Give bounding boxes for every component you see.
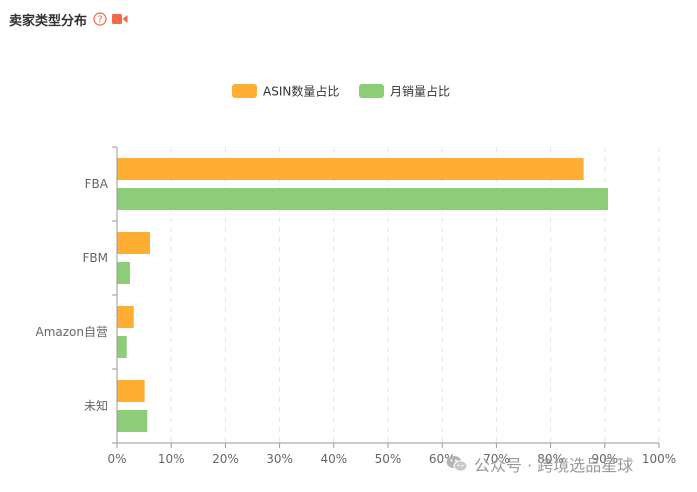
x-tick-label: 40% [320, 452, 347, 466]
help-glyph: ? [97, 15, 102, 26]
legend-item-sales[interactable]: 月销量占比 [359, 84, 450, 99]
bar-asin [117, 158, 584, 180]
bar-sales [117, 336, 127, 358]
chart-title: 卖家类型分布 [9, 13, 88, 29]
legend-label: ASIN数量占比 [263, 84, 339, 99]
bar-asin [117, 306, 134, 328]
category-label: FBA [85, 177, 109, 191]
x-tick-label: 10% [158, 452, 185, 466]
bar-asin [117, 232, 151, 254]
x-tick-label: 50% [375, 452, 402, 466]
legend-item-asin[interactable]: ASIN数量占比 [232, 84, 339, 99]
legend-swatch [359, 84, 384, 98]
x-tick-label: 90% [591, 452, 618, 466]
question-circle-icon[interactable]: ? [93, 12, 107, 26]
category-label: FBM [83, 251, 109, 265]
x-tick-label: 0% [107, 452, 126, 466]
video-camera-icon[interactable] [112, 13, 128, 25]
legend-label: 月销量占比 [390, 84, 450, 99]
x-tick-label: 20% [212, 452, 239, 466]
watermark: 公众号 · 跨境选品星球 [446, 452, 633, 476]
bar-sales [117, 188, 609, 210]
bar-asin [117, 380, 145, 402]
x-tick-label: 70% [483, 452, 510, 466]
x-tick-label: 30% [266, 452, 293, 466]
legend-swatch [232, 84, 257, 98]
chart-header: 卖家类型分布 ? [9, 9, 128, 29]
x-tick-label: 80% [537, 452, 564, 466]
category-label: Amazon自营 [36, 325, 109, 339]
wechat-icon [446, 455, 468, 473]
x-tick-label: 100% [642, 452, 676, 466]
bar-sales [117, 410, 148, 432]
watermark-text: 公众号 · 跨境选品星球 [474, 456, 634, 475]
category-label: 未知 [84, 399, 108, 413]
bar-sales [117, 262, 130, 284]
